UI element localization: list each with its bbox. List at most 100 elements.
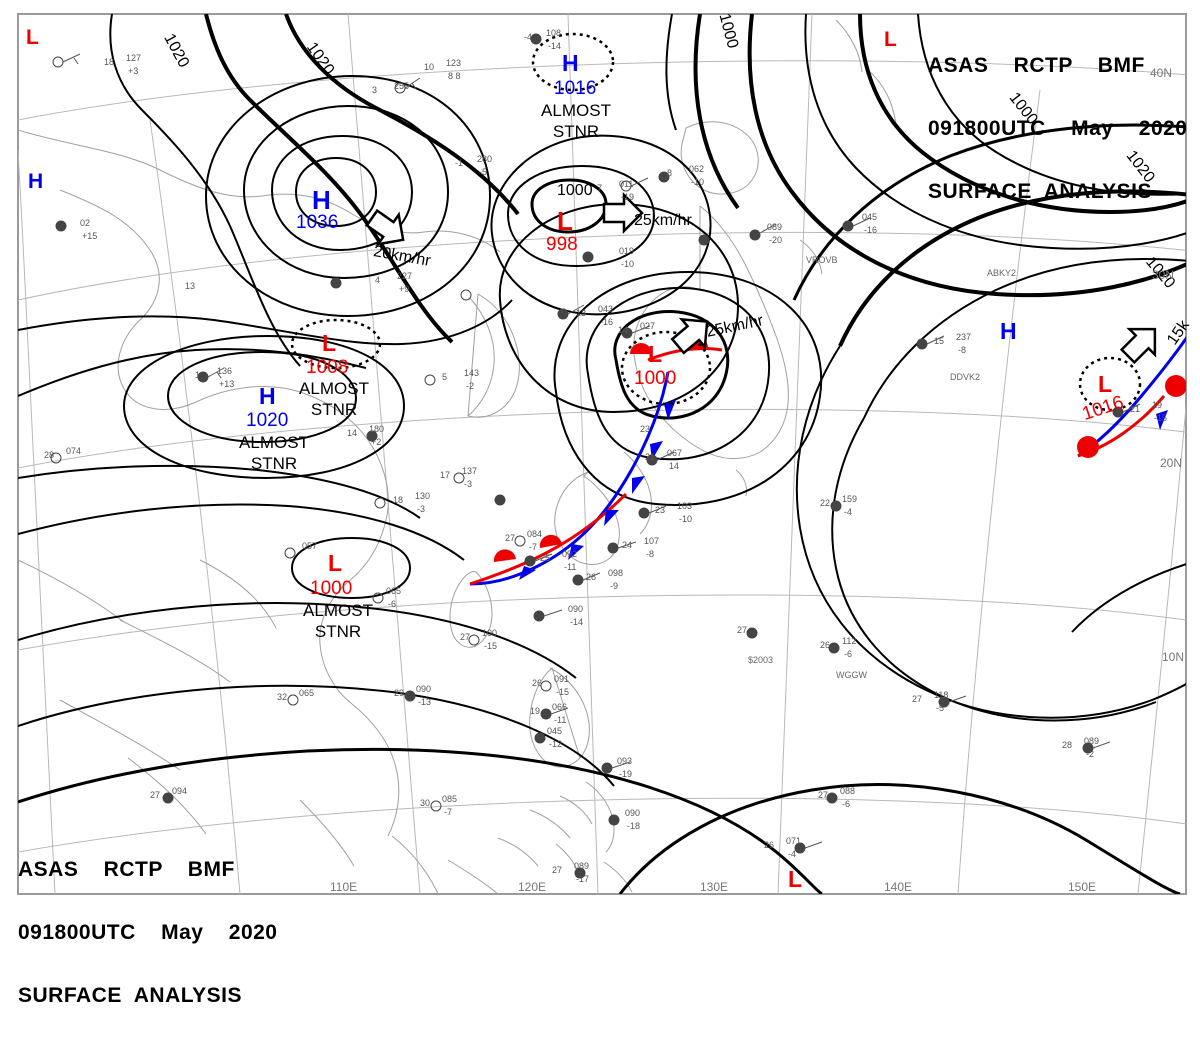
station-dewpoint-34: -15 [556, 687, 570, 697]
low-center-1000jp-symbol: L [648, 341, 663, 367]
station-temp-13: 5 [442, 372, 448, 382]
station-dewpoint-19: -15 [1154, 413, 1168, 423]
station-temp-46: 28 [44, 450, 55, 460]
station-dewpoint-10: -10 [621, 259, 635, 269]
station-dewpoint-24: -8 [646, 549, 655, 559]
station-temp-14: 14 [618, 325, 629, 335]
station-dewpoint-7: -16 [600, 317, 614, 327]
station-dewpoint-38: -18 [627, 821, 641, 831]
lon-label-150e: 150E [1068, 880, 1097, 894]
station-temp-29: 27 [460, 632, 471, 642]
ship-id-1: ABKY2 [987, 268, 1017, 278]
station-pressure-40: 088 [840, 786, 856, 796]
station-temp-25: 27 [505, 533, 516, 543]
stnr-label-h1020: ALMOST STNR [239, 433, 309, 473]
station-temp-21: 21 [645, 452, 656, 462]
station-temp-42: 27 [552, 865, 563, 875]
station-dewpoint-9: -16 [864, 225, 878, 235]
station-dewpoint-17: -3 [417, 504, 426, 514]
station-temp-41: 26 [764, 840, 775, 850]
station-temp-16: 17 [440, 470, 451, 480]
station-dewpoint-0: +3 [128, 66, 139, 76]
station-dewpoint-6: -10 [691, 177, 705, 187]
stnr-label-l1008: ALMOST STNR [299, 379, 369, 419]
motion-arrows [365, 191, 1157, 365]
station-temp-44: 32 [277, 692, 288, 702]
station-pressure-5: 011 [619, 179, 634, 189]
station-pressure-12: 136 [217, 366, 233, 376]
station-dewpoint-36: -12 [549, 739, 563, 749]
station-temp-0: 18 [104, 57, 115, 67]
station-dewpoint-26: -11 [564, 562, 577, 572]
station-temp-1: -4 [524, 32, 533, 42]
map-frame [17, 13, 1187, 895]
wind-barbs [62, 53, 1141, 849]
lon-label-140e: 140E [884, 880, 913, 894]
title-top: ASAS RCTP BMF 091800UTC May 2020 SURFACE… [928, 16, 1187, 241]
station-pressure-49: 02 [80, 218, 91, 228]
high-center-1020-symbol: H [259, 383, 276, 409]
station-temp-27: 26 [586, 572, 597, 582]
cold-front-line [469, 371, 670, 586]
station-pressure-7: 043 [598, 304, 614, 314]
station-pressure-32: 118 [934, 690, 949, 700]
station-pressure-2: 123 [446, 58, 462, 68]
high-center-1016-value: 1016 [554, 78, 597, 99]
station-pressure-38: 090 [625, 808, 641, 818]
high-center-1020-value: 1020 [246, 410, 289, 431]
station-dewpoint-40: -6 [842, 799, 851, 809]
station-temp-15: 14 [347, 428, 358, 438]
low-center-1000jp-value: 1000 [634, 368, 677, 389]
high-center-1016-symbol: H [562, 50, 579, 76]
station-pressure-35: 066 [552, 702, 568, 712]
station-temp-45: 27 [150, 790, 161, 800]
ship-id-4: $2003 [748, 655, 774, 665]
station-dewpoint-37: -19 [619, 769, 633, 779]
station-dewpoint-22: -10 [679, 514, 693, 524]
station-pressure-8: 089 [767, 222, 783, 232]
station-dewpoint-43: -13 [418, 697, 432, 707]
station-pressure-50: 13 [185, 281, 196, 291]
stnr-label-h1016: ALMOST STNR [541, 101, 611, 141]
station-pressure-41: 071 [786, 836, 802, 846]
low-center-998-symbol: L [557, 206, 573, 236]
station-pressure-0: 127 [126, 53, 142, 63]
lat-label-40n: 40N [1150, 66, 1173, 80]
station-pressure-44: 065 [299, 688, 315, 698]
station-dewpoint-15: +2 [371, 437, 382, 447]
station-pressure-46: 074 [66, 446, 82, 456]
edge-marker-low-bottom: L [788, 866, 803, 892]
edge-marker-high-left: H [28, 170, 44, 193]
low-center-1000sw-value: 1000 [310, 578, 353, 599]
station-pressure-26: 092 [562, 549, 578, 559]
station-dewpoint-12: +13 [219, 379, 235, 389]
lat-label-20n: 20N [1160, 456, 1183, 470]
station-dewpoint-42: -17 [576, 874, 590, 884]
station-dewpoint-2: 8 8 [448, 71, 461, 81]
station-temp-23: 22 [820, 498, 831, 508]
low-center-1008-value: 1008 [306, 357, 349, 378]
station-dewpoint-23: -4 [844, 507, 853, 517]
station-pressure-47: 057 [302, 541, 318, 551]
edge-marker-high-right: H [1000, 318, 1017, 344]
station-pressure-45: 094 [172, 786, 188, 796]
station-pressure-19: 19 [1152, 400, 1163, 410]
edge-marker-low-topleft: L [26, 26, 39, 49]
station-pressure-9: 045 [862, 212, 878, 222]
ship-id-3: WGGW [836, 670, 867, 680]
station-dewpoint-33: -2 [1086, 749, 1095, 759]
station-dewpoint-1: -14 [548, 41, 562, 51]
station-temp-18: 15 [934, 336, 945, 346]
station-pressure-37: 093 [617, 756, 633, 766]
station-pressure-3: 280 [477, 154, 493, 164]
lon-label-110e: 110E [330, 880, 358, 894]
low-center-1016-symbol: L [1098, 371, 1113, 397]
station-temp-31: 26 [820, 640, 831, 650]
station-temp-24: 24 [622, 540, 633, 550]
station-temp-43: 29 [394, 688, 405, 698]
motion-label-998: 25km/hr [634, 212, 692, 229]
ship-id-2: DDVK2 [950, 372, 981, 382]
station-pressure-11: 227 [397, 271, 413, 281]
station-dewpoint-48: -6 [388, 599, 397, 609]
station-temp-2: 10 [424, 62, 435, 72]
